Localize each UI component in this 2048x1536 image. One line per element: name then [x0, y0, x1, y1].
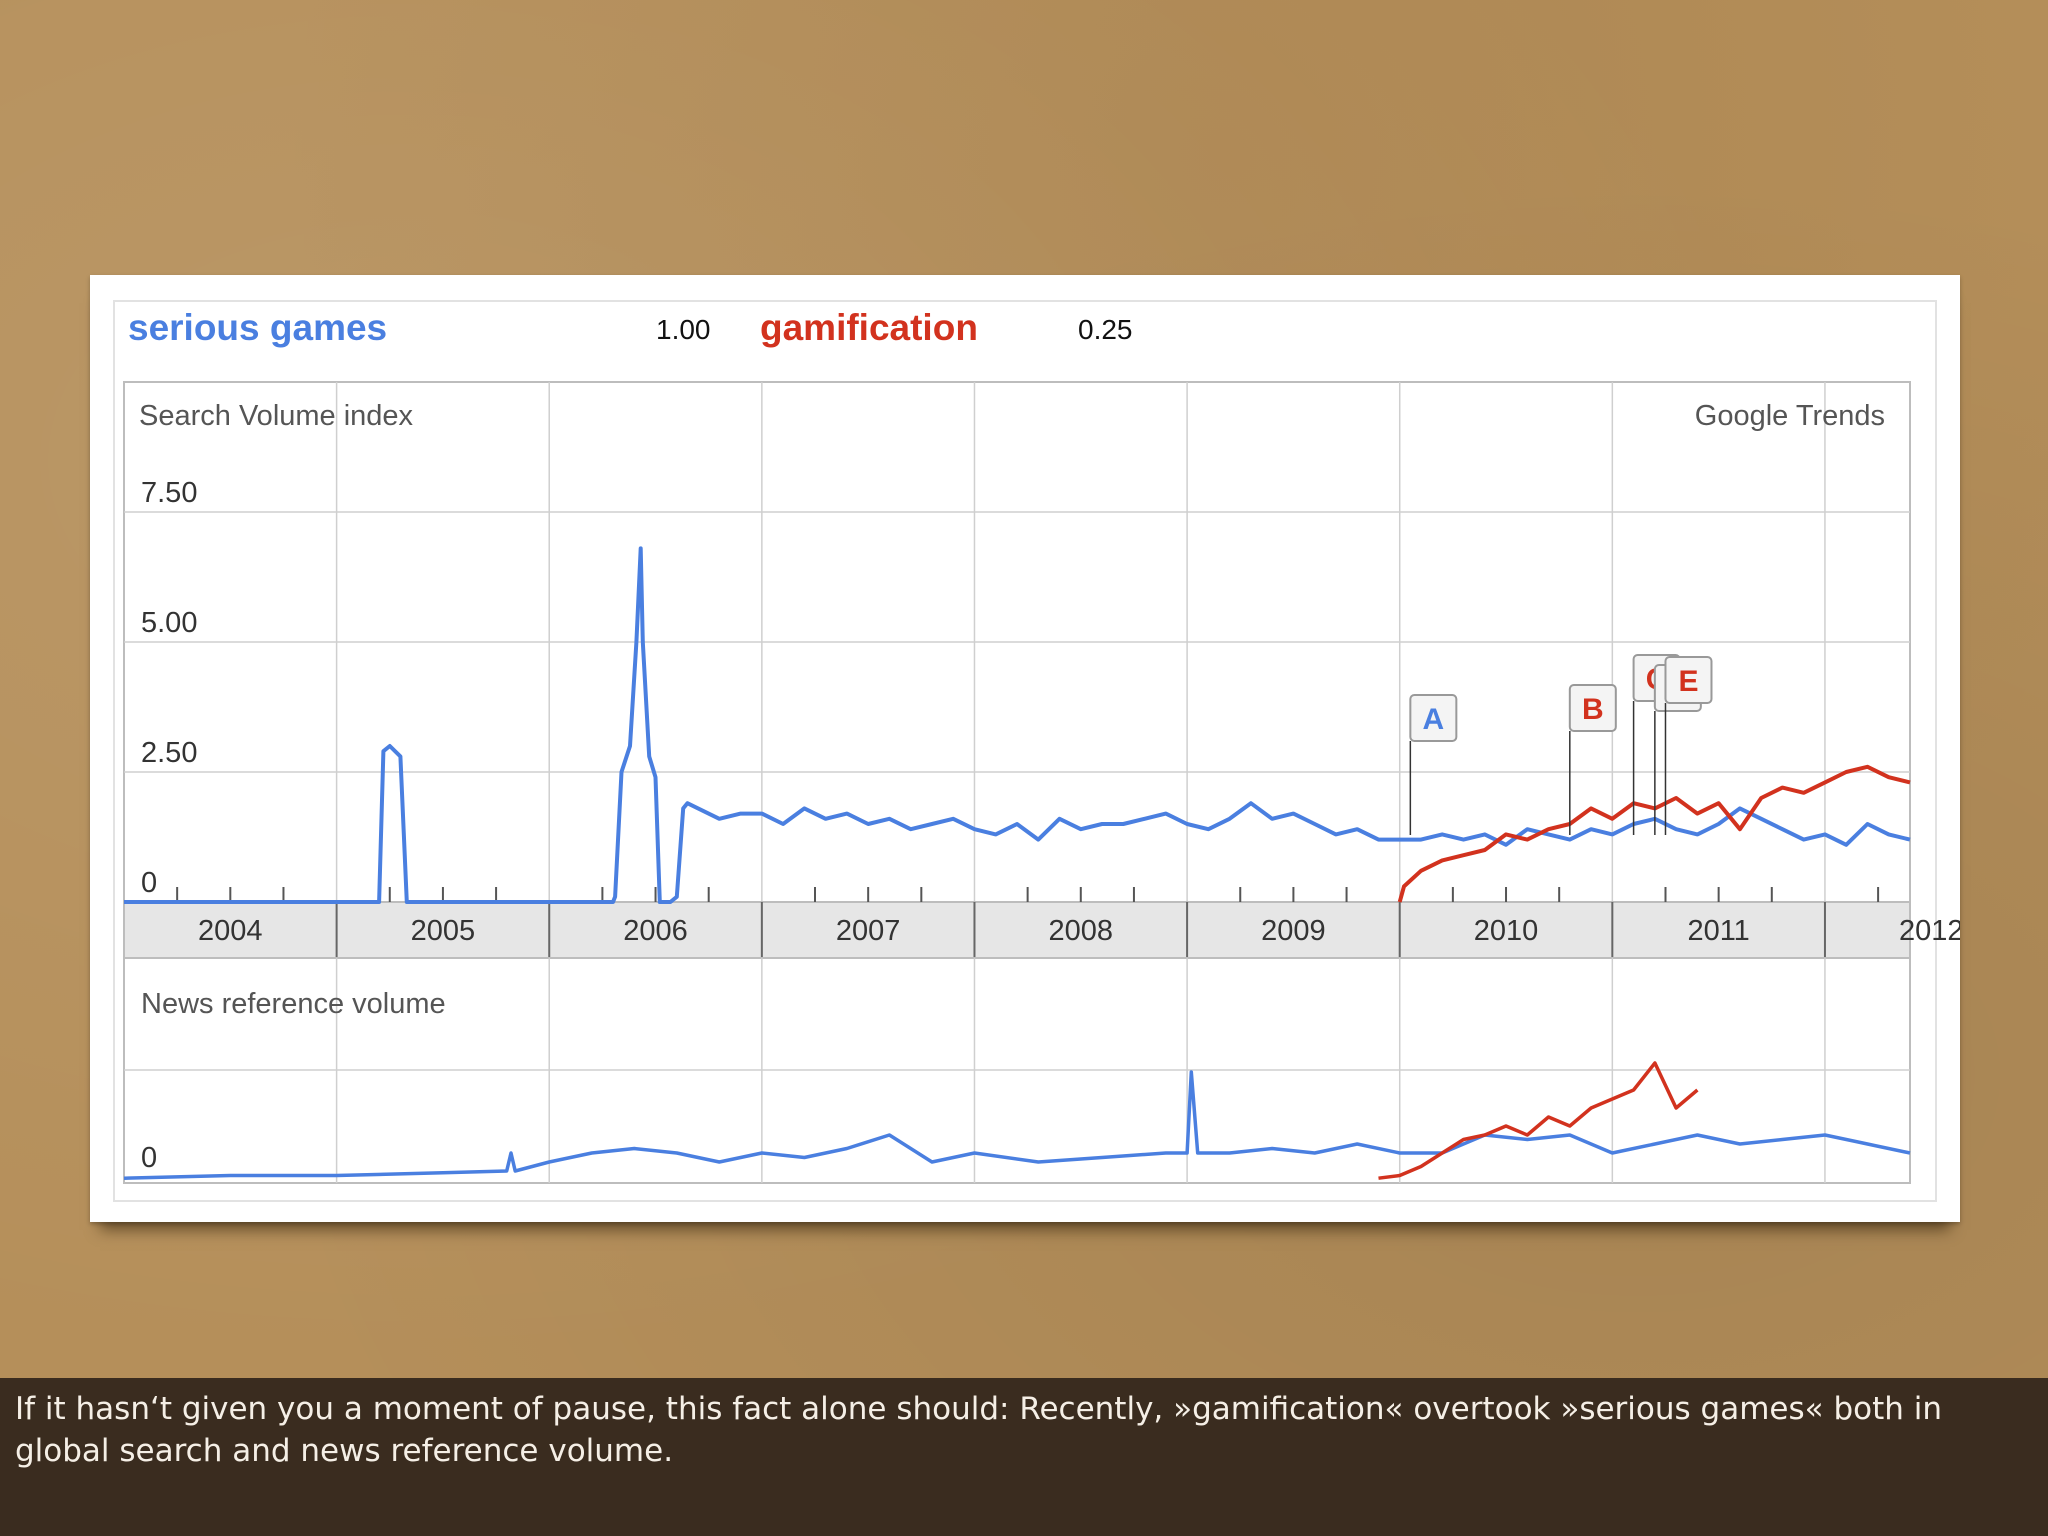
news-plot-grid: [124, 958, 1910, 1183]
x-tick-label-2007: 2007: [836, 915, 901, 947]
annotation-flag: [1568, 684, 1617, 732]
inner-frame: [113, 300, 1937, 1202]
y-tick-label: 2.50: [141, 737, 197, 769]
news-plot-title: News reference volume: [141, 988, 446, 1020]
news-series-gamification: [1378, 1061, 1699, 1180]
search-plot-grid: [124, 382, 1910, 902]
news-y-axis: 0: [141, 1142, 157, 1174]
x-tick-label-2006: 2006: [623, 915, 688, 947]
annotation-label: E: [1678, 665, 1698, 698]
x-axis: 2004 2005 2006 2007 2008 2009 2010 2011 2012: [176, 887, 1960, 975]
trends-chart: serious games 1.00 gamification 0.25 Sea…: [113, 300, 1960, 1202]
annotation-flag: [1409, 694, 1458, 742]
annotation-label: B: [1582, 693, 1604, 726]
annotation-flag: [1664, 656, 1713, 704]
caption-bar: If it hasn‘t given you a moment of pause…: [0, 1378, 2048, 1536]
annotation-layer: ABCDE: [1409, 654, 1713, 835]
legend-serious-games[interactable]: serious games: [128, 307, 387, 348]
annotation-label: A: [1423, 703, 1445, 736]
year-axis-band: [123, 901, 1911, 959]
legend-gamification[interactable]: gamification: [760, 307, 978, 348]
x-tick-label-2011: 2011: [1687, 915, 1749, 947]
chart-card: serious games 1.00 gamification 0.25 Sea…: [90, 275, 1960, 1222]
google-trends-label: Google Trends: [1695, 400, 1885, 432]
x-tick-label-2008: 2008: [1049, 915, 1114, 947]
news-series-serious-games: [123, 1070, 1911, 1180]
search-series-serious-games: [124, 546, 1911, 904]
news-y-tick-label: 0: [141, 1142, 157, 1174]
y-tick-label: 0: [141, 867, 157, 899]
annotation-B[interactable]: B: [1568, 684, 1617, 835]
x-tick-label-2010: 2010: [1474, 915, 1539, 947]
legend-serious-games-value: 1.00: [656, 314, 711, 345]
search-series-gamification: [1397, 764, 1911, 903]
y-tick-label: 7.50: [141, 477, 197, 509]
caption-text: If it hasn‘t given you a moment of pause…: [15, 1391, 1943, 1469]
x-tick-label-2005: 2005: [411, 915, 476, 947]
x-tick-label-2004: 2004: [198, 915, 263, 947]
annotation-E[interactable]: E: [1664, 656, 1713, 835]
x-tick-label-2012: 2012: [1899, 915, 1960, 947]
annotation-A[interactable]: A: [1409, 694, 1458, 835]
series-layer: [123, 546, 1911, 1180]
y-tick-label: 5.00: [141, 607, 197, 639]
x-tick-label-2009: 2009: [1261, 915, 1326, 947]
search-plot-title: Search Volume index: [139, 400, 414, 432]
legend-gamification-value: 0.25: [1078, 314, 1133, 345]
search-y-axis: 0 2.50 5.00 7.50: [141, 477, 197, 899]
